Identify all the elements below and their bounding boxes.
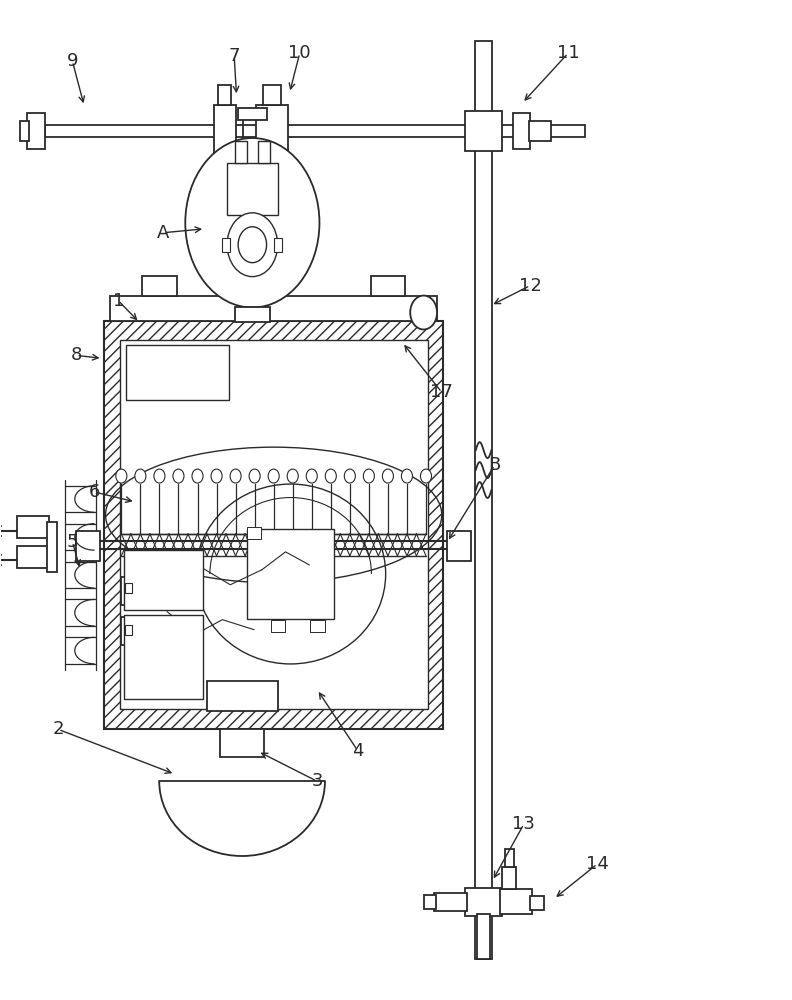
Text: 14: 14: [586, 855, 609, 873]
Text: 11: 11: [557, 44, 580, 62]
Circle shape: [402, 469, 413, 483]
Bar: [124, 625, 132, 635]
Bar: [17, 546, 49, 568]
Circle shape: [185, 138, 319, 308]
Bar: [466, 888, 502, 916]
Circle shape: [364, 469, 375, 483]
Bar: [528, 121, 550, 141]
Text: A: A: [157, 224, 169, 242]
Bar: [120, 340, 428, 709]
Bar: [475, 41, 493, 959]
Bar: [512, 113, 530, 149]
Text: 9: 9: [67, 52, 78, 70]
Text: 2: 2: [52, 720, 64, 738]
Bar: [247, 529, 334, 619]
Bar: [48, 522, 57, 572]
Bar: [447, 531, 471, 561]
Bar: [17, 516, 49, 538]
Circle shape: [211, 469, 222, 483]
Bar: [110, 296, 437, 321]
Bar: [502, 867, 516, 889]
Bar: [258, 141, 270, 163]
Circle shape: [230, 469, 241, 483]
Bar: [214, 105, 236, 173]
Bar: [425, 895, 436, 909]
Bar: [126, 345, 229, 400]
Bar: [124, 583, 132, 593]
Bar: [45, 125, 585, 137]
Bar: [371, 276, 406, 296]
Bar: [238, 108, 267, 120]
Bar: [124, 550, 203, 610]
Text: 8: 8: [70, 346, 82, 364]
Bar: [124, 615, 203, 699]
Bar: [275, 238, 283, 252]
Text: 5: 5: [67, 533, 78, 551]
Circle shape: [410, 296, 437, 329]
Circle shape: [307, 469, 318, 483]
Circle shape: [421, 469, 432, 483]
Bar: [121, 617, 143, 645]
Bar: [434, 893, 467, 911]
Text: 4: 4: [352, 742, 364, 760]
Circle shape: [249, 469, 260, 483]
Circle shape: [287, 469, 299, 483]
Bar: [247, 527, 261, 539]
Bar: [28, 113, 45, 149]
Circle shape: [154, 469, 165, 483]
Bar: [478, 914, 490, 959]
Circle shape: [345, 469, 356, 483]
Bar: [501, 889, 531, 914]
Bar: [310, 620, 325, 632]
Text: 10: 10: [288, 44, 311, 62]
Circle shape: [192, 469, 203, 483]
Bar: [20, 121, 29, 141]
Text: 13: 13: [512, 815, 535, 833]
Bar: [219, 85, 231, 105]
Text: 3: 3: [311, 772, 323, 790]
Circle shape: [268, 469, 280, 483]
Bar: [223, 238, 230, 252]
Bar: [235, 141, 247, 163]
Bar: [227, 163, 278, 215]
Bar: [264, 85, 281, 105]
Bar: [271, 620, 285, 632]
Circle shape: [173, 469, 184, 483]
Bar: [257, 105, 287, 173]
Bar: [505, 849, 514, 867]
Text: 7: 7: [228, 47, 240, 65]
Bar: [76, 531, 100, 561]
Text: 6: 6: [89, 483, 101, 501]
Bar: [207, 681, 278, 711]
Bar: [142, 276, 177, 296]
Text: 1: 1: [112, 292, 124, 310]
Bar: [220, 729, 265, 757]
Circle shape: [135, 469, 146, 483]
Bar: [235, 307, 270, 322]
Text: B: B: [489, 456, 501, 474]
Circle shape: [238, 227, 267, 263]
Bar: [121, 577, 143, 605]
Circle shape: [383, 469, 394, 483]
Text: 12: 12: [519, 277, 542, 295]
Bar: [530, 896, 544, 910]
Circle shape: [326, 469, 337, 483]
Text: 17: 17: [430, 383, 453, 401]
Circle shape: [116, 469, 127, 483]
Circle shape: [227, 213, 278, 277]
Bar: [104, 321, 444, 729]
Bar: [466, 111, 502, 151]
